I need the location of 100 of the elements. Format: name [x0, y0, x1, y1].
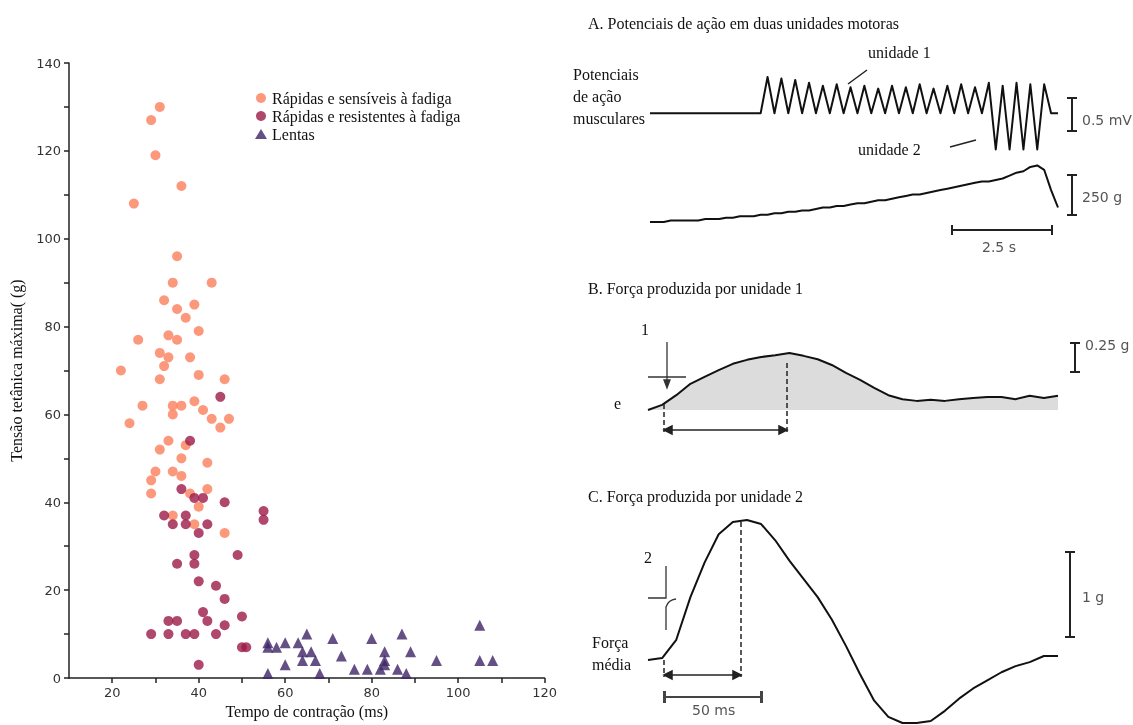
point [327, 632, 339, 644]
y-tick-label: 0 [52, 670, 61, 686]
text: Força média [592, 633, 633, 673]
text: e [614, 394, 622, 412]
point [232, 550, 243, 560]
point [202, 484, 213, 495]
point [279, 659, 291, 671]
y-tick-label: 140 [36, 55, 61, 71]
point [211, 629, 221, 640]
point [172, 334, 183, 345]
point [202, 519, 213, 530]
point [189, 519, 200, 530]
point [150, 466, 161, 477]
point [198, 492, 209, 503]
point [241, 642, 252, 653]
point [211, 580, 221, 591]
point [154, 444, 165, 455]
point [405, 646, 417, 658]
legend-label: Lentas [272, 125, 315, 143]
point [366, 632, 378, 644]
x-tick-label: 80 [363, 685, 380, 700]
point [392, 663, 404, 675]
y-tick-label: 40 [44, 494, 61, 510]
point [379, 659, 391, 671]
point [180, 312, 191, 323]
point [348, 663, 360, 675]
y-tick-label: 60 [44, 406, 61, 422]
point [154, 347, 165, 358]
point [193, 576, 204, 587]
point [219, 593, 230, 604]
point [172, 558, 183, 569]
point [193, 325, 204, 336]
point [176, 484, 187, 495]
point [193, 369, 204, 380]
point [172, 251, 183, 262]
x-tick-label: 100 [445, 685, 471, 700]
text: 1 [641, 320, 649, 338]
point [163, 330, 174, 341]
point [115, 365, 126, 376]
chart-title: B. Força produzida por unidade 1 [588, 279, 804, 298]
point [219, 528, 230, 539]
point [163, 629, 174, 640]
point [193, 659, 204, 670]
point [180, 519, 191, 530]
legend-label: Rápidas e resistentes à fadiga [272, 107, 461, 126]
y-tick-label: 80 [44, 319, 61, 335]
point [361, 663, 373, 675]
text: 0.25 g [1085, 337, 1130, 353]
point [180, 510, 191, 521]
point [133, 334, 144, 345]
chart-title: C. Força produzida por unidade 2 [588, 487, 804, 506]
text: 250 g [1082, 189, 1123, 205]
point [309, 654, 321, 666]
point [189, 492, 200, 503]
point [150, 150, 161, 161]
point [185, 435, 196, 446]
point [206, 413, 217, 424]
point [474, 619, 486, 631]
point [189, 396, 200, 407]
point [167, 409, 178, 420]
point [198, 607, 209, 618]
point [154, 101, 165, 112]
point [176, 181, 187, 191]
point [176, 453, 187, 464]
point [223, 413, 234, 424]
point [159, 361, 170, 372]
annotation: 2 [644, 548, 652, 566]
point [487, 654, 499, 666]
point [159, 295, 170, 306]
x-tick-label: 20 [103, 685, 121, 700]
y-tick-label: 20 [44, 582, 61, 598]
point [236, 611, 247, 622]
point [146, 488, 157, 499]
point [396, 628, 408, 640]
x-tick-label: 40 [190, 685, 207, 700]
text: 1 g [1082, 589, 1105, 605]
point [167, 519, 178, 530]
point [172, 304, 183, 314]
point [146, 475, 157, 486]
point [137, 400, 148, 411]
point [163, 615, 174, 626]
point [189, 629, 200, 640]
point [128, 198, 139, 209]
point [176, 400, 187, 411]
x-axis-title: Tempo de contração (ms) [225, 703, 389, 722]
point [146, 629, 157, 640]
chart-title: A. Potenciais de ação em duas unidades motoras [588, 14, 900, 33]
point [215, 422, 226, 433]
point [258, 506, 269, 517]
point [193, 528, 204, 539]
point [301, 628, 313, 640]
point [189, 299, 200, 310]
point [193, 501, 204, 512]
text: unidade 1 [868, 43, 931, 61]
point [167, 466, 178, 477]
point [335, 650, 347, 662]
y-tick-label: 100 [36, 231, 61, 247]
point [279, 637, 291, 649]
point [262, 668, 274, 680]
point [431, 654, 442, 666]
